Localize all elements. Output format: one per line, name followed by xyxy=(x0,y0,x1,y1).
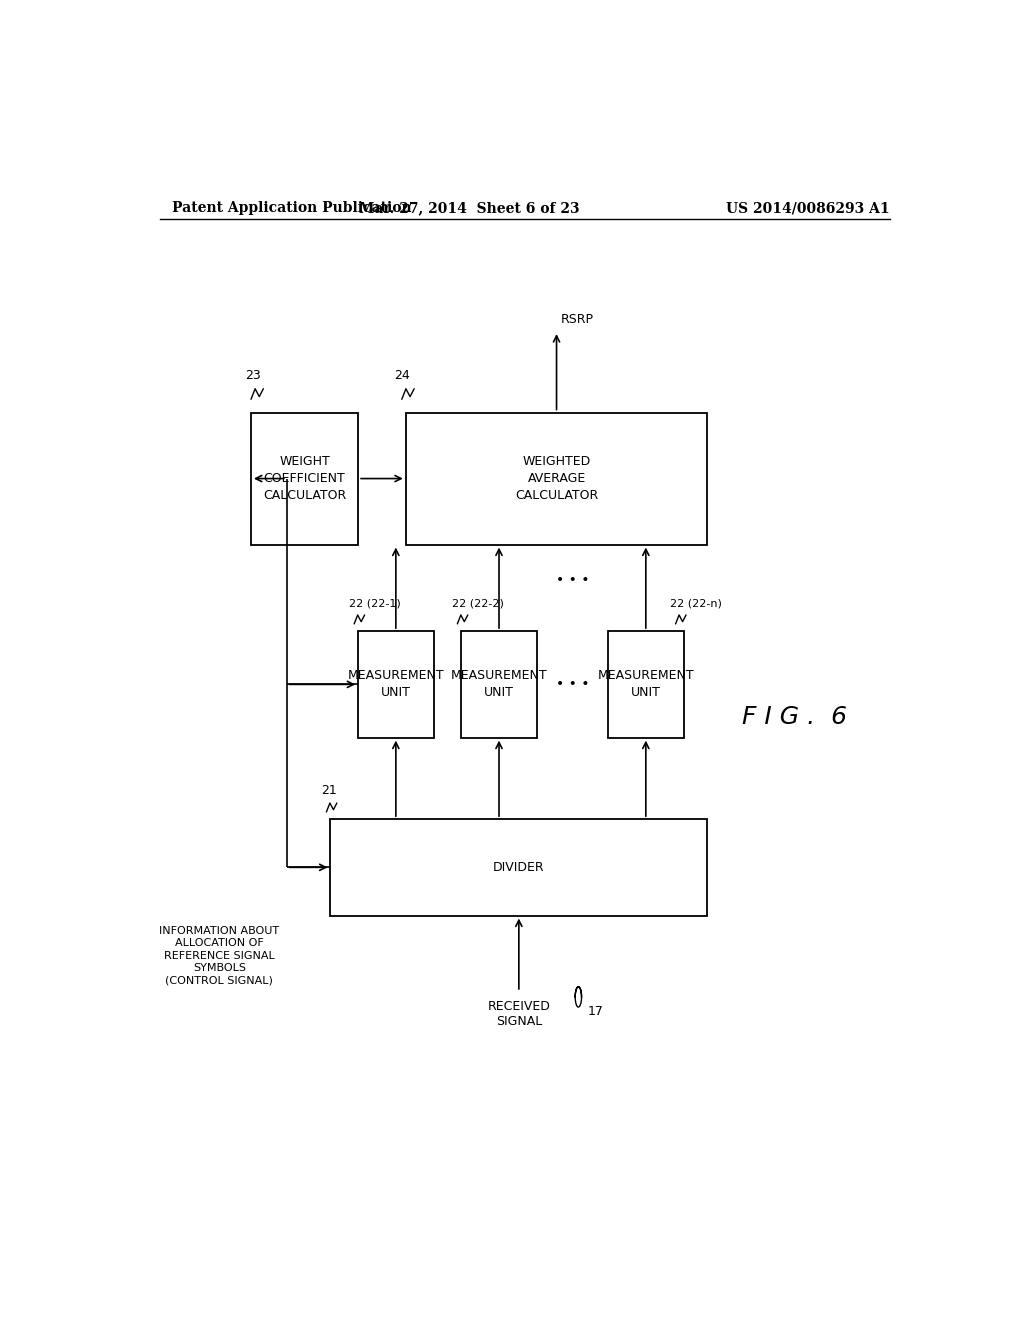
Text: 22 (22-2): 22 (22-2) xyxy=(452,599,504,609)
Text: F I G .  6: F I G . 6 xyxy=(742,705,847,730)
Text: 21: 21 xyxy=(321,784,337,797)
Text: WEIGHTED
AVERAGE
CALCULATOR: WEIGHTED AVERAGE CALCULATOR xyxy=(515,455,598,502)
Text: RECEIVED
SIGNAL: RECEIVED SIGNAL xyxy=(487,1001,550,1028)
Text: Patent Application Publication: Patent Application Publication xyxy=(172,201,412,215)
Bar xyxy=(406,413,708,545)
Text: RSRP: RSRP xyxy=(560,313,594,326)
Bar xyxy=(331,818,708,916)
Text: INFORMATION ABOUT
ALLOCATION OF
REFERENCE SIGNAL
SYMBOLS
(CONTROL SIGNAL): INFORMATION ABOUT ALLOCATION OF REFERENC… xyxy=(159,925,280,986)
Bar xyxy=(251,413,358,545)
Text: Mar. 27, 2014  Sheet 6 of 23: Mar. 27, 2014 Sheet 6 of 23 xyxy=(359,201,580,215)
Text: WEIGHT
COEFFICIENT
CALCULATOR: WEIGHT COEFFICIENT CALCULATOR xyxy=(263,455,346,502)
Bar xyxy=(608,631,683,738)
Text: • • •: • • • xyxy=(556,677,589,692)
Text: 22 (22-n): 22 (22-n) xyxy=(670,599,722,609)
Bar xyxy=(461,631,537,738)
Text: DIVIDER: DIVIDER xyxy=(493,861,545,874)
Text: MEASUREMENT
UNIT: MEASUREMENT UNIT xyxy=(347,669,444,700)
Text: 24: 24 xyxy=(394,370,410,381)
Text: 23: 23 xyxy=(246,370,261,381)
Text: 17: 17 xyxy=(588,1005,604,1018)
Text: 22 (22-1): 22 (22-1) xyxy=(348,599,400,609)
Text: MEASUREMENT
UNIT: MEASUREMENT UNIT xyxy=(451,669,547,700)
Text: MEASUREMENT
UNIT: MEASUREMENT UNIT xyxy=(598,669,694,700)
Text: • • •: • • • xyxy=(556,573,589,587)
Bar xyxy=(358,631,433,738)
Text: US 2014/0086293 A1: US 2014/0086293 A1 xyxy=(726,201,890,215)
